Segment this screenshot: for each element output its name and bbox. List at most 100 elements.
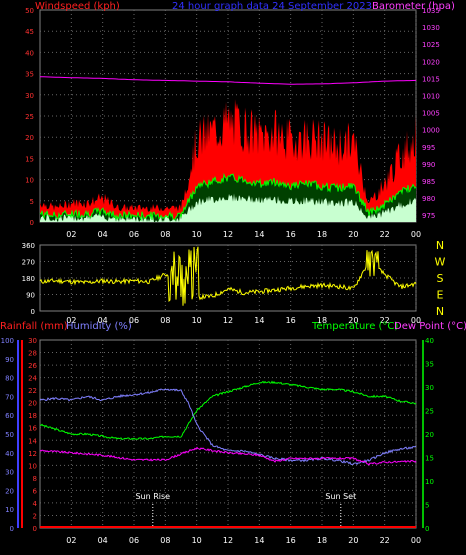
x-tick-label: 18 xyxy=(317,230,327,239)
x-tick-label: 06 xyxy=(129,316,139,325)
humidity-axis-title: Humidity (%) xyxy=(66,321,132,332)
x-tick-label: 14 xyxy=(254,230,264,239)
temperature-axis-title: Temperature (°C) xyxy=(311,321,398,332)
humidity-tick-label: 50 xyxy=(5,431,14,439)
rain-tick-label: 8 xyxy=(33,475,37,483)
rain-tick-label: 0 xyxy=(33,525,37,533)
x-tick-label: 00 xyxy=(411,316,421,325)
x-tick-label: 12 xyxy=(223,536,233,545)
temperature-tick-label: 5 xyxy=(425,502,429,510)
y-tick-label: 0 xyxy=(30,219,34,227)
humidity-tick-label: 100 xyxy=(1,337,14,345)
y-tick-label: 45 xyxy=(25,28,34,36)
x-tick-label: 22 xyxy=(380,536,390,545)
x-tick-label: 08 xyxy=(160,316,170,325)
y-tick-label: 180 xyxy=(22,275,35,283)
y-tick-label: 1020 xyxy=(422,58,440,66)
wind-low-area xyxy=(40,193,416,222)
rain-tick-label: 16 xyxy=(28,425,37,433)
x-tick-label: 18 xyxy=(317,316,327,325)
rain-tick-label: 18 xyxy=(28,412,37,420)
y-tick-label: 1015 xyxy=(422,75,440,83)
y-tick-label: 270 xyxy=(22,259,35,267)
dewpoint-line xyxy=(39,446,417,466)
dewpoint-axis-title: Dew Point (°C) xyxy=(394,321,466,332)
rain-tick-label: 30 xyxy=(28,337,37,345)
humidity-tick-label: 10 xyxy=(5,506,14,514)
x-tick-label: 04 xyxy=(98,230,108,239)
rain-tick-label: 28 xyxy=(28,350,37,358)
compass-label: N xyxy=(436,305,444,318)
y-tick-label: 975 xyxy=(422,212,435,220)
y-tick-label: 1010 xyxy=(422,92,440,100)
x-tick-label: 10 xyxy=(192,316,202,325)
humidity-tick-label: 80 xyxy=(5,375,14,383)
y-tick-label: 360 xyxy=(22,242,35,250)
x-tick-label: 16 xyxy=(286,316,296,325)
rain-tick-label: 20 xyxy=(28,400,37,408)
temperature-tick-label: 35 xyxy=(425,361,434,369)
y-tick-label: 990 xyxy=(422,161,435,169)
chart-header-date: 24 hour graph data 24 September 2023 xyxy=(172,1,372,12)
x-tick-label: 14 xyxy=(254,316,264,325)
y-tick-label: 30 xyxy=(25,92,34,100)
humidity-tick-label: 70 xyxy=(5,393,14,401)
y-tick-label: 10 xyxy=(25,177,34,185)
humidity-tick-label: 90 xyxy=(5,356,14,364)
x-tick-label: 02 xyxy=(66,536,76,545)
rain-axis-title: Rainfall (mm) xyxy=(0,321,68,332)
temperature-line xyxy=(39,380,417,441)
rain-tick-label: 14 xyxy=(28,437,37,445)
y-tick-label: 0 xyxy=(31,308,35,316)
x-tick-label: 06 xyxy=(129,536,139,545)
y-tick-label: 995 xyxy=(422,144,435,152)
x-tick-label: 12 xyxy=(223,316,233,325)
x-tick-label: 18 xyxy=(317,536,327,545)
y-tick-label: 1000 xyxy=(422,127,440,135)
x-tick-label: 08 xyxy=(160,536,170,545)
barometer-line xyxy=(39,76,417,85)
rain-tick-label: 22 xyxy=(28,387,37,395)
compass-label: W xyxy=(435,256,446,269)
y-tick-label: 985 xyxy=(422,178,435,186)
wind-average-line xyxy=(39,172,417,222)
x-tick-label: 08 xyxy=(160,230,170,239)
x-tick-label: 22 xyxy=(380,230,390,239)
rain-tick-label: 6 xyxy=(33,487,38,495)
y-tick-label: 15 xyxy=(25,155,34,163)
rain-tick-label: 4 xyxy=(33,500,38,508)
x-tick-label: 04 xyxy=(98,316,108,325)
rain-tick-label: 12 xyxy=(28,450,37,458)
rain-tick-label: 2 xyxy=(33,512,37,520)
compass-label: S xyxy=(437,272,444,285)
y-tick-label: 40 xyxy=(25,49,34,57)
y-tick-label: 25 xyxy=(25,113,34,121)
x-tick-label: 20 xyxy=(348,230,358,239)
y-tick-label: 20 xyxy=(25,134,34,142)
sun-event-label: Sun Rise xyxy=(135,492,170,501)
rain-tick-label: 24 xyxy=(28,375,37,383)
y-tick-label: 1035 xyxy=(422,7,440,15)
temperature-tick-label: 0 xyxy=(425,525,429,533)
x-tick-label: 22 xyxy=(380,316,390,325)
x-tick-label: 06 xyxy=(129,230,139,239)
x-tick-label: 14 xyxy=(254,536,264,545)
y-tick-label: 1005 xyxy=(422,110,440,118)
sun-event-label: Sun Set xyxy=(325,492,356,501)
y-tick-label: 1030 xyxy=(422,24,440,32)
x-tick-label: 02 xyxy=(66,316,76,325)
x-tick-label: 20 xyxy=(348,316,358,325)
wind-axis-title: Windspeed (kph) xyxy=(35,1,120,12)
barometer-axis-title: Barometer (hpa) xyxy=(372,1,455,12)
x-tick-label: 12 xyxy=(223,230,233,239)
y-tick-label: 5 xyxy=(30,198,34,206)
x-tick-label: 16 xyxy=(286,230,296,239)
temperature-tick-label: 10 xyxy=(425,478,434,486)
compass-label: E xyxy=(437,289,444,302)
y-tick-label: 980 xyxy=(422,195,435,203)
humidity-tick-label: 20 xyxy=(5,487,14,495)
humidity-tick-label: 0 xyxy=(10,525,14,533)
temperature-tick-label: 40 xyxy=(425,337,434,345)
x-tick-label: 20 xyxy=(348,536,358,545)
